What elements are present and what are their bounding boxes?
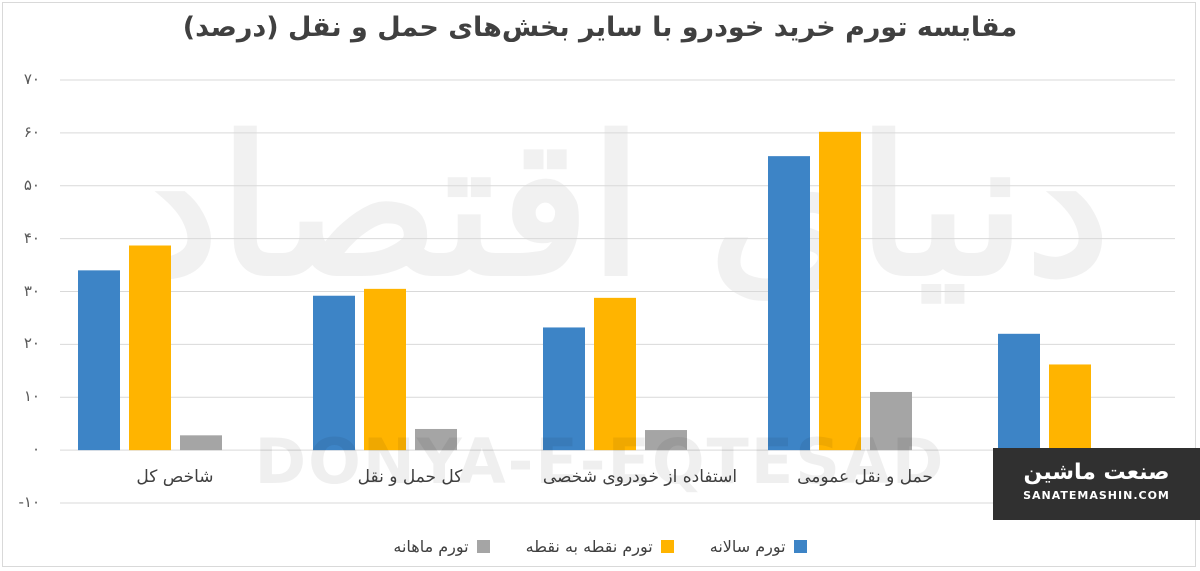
- x-category-label: شاخص کل: [136, 467, 214, 487]
- legend-label: تورم سالانه: [709, 537, 786, 556]
- y-tick-label: ۷۰: [23, 70, 40, 88]
- y-tick-label: ۳۰: [23, 281, 40, 300]
- x-category-label: حمل و نقل عمومی: [797, 467, 933, 487]
- bar-series-1-cat-1: [78, 270, 120, 451]
- bar-series-3-cat-2: [415, 428, 457, 451]
- chart-legend: تورم سالانه تورم نقطه به نقطه تورم ماهانه: [0, 537, 1200, 556]
- y-tick-label: -۱۰: [18, 493, 40, 511]
- watermark-persian: دنیای اقتصاد: [134, 95, 1110, 318]
- bar-series-2-cat-5: [1049, 364, 1091, 451]
- y-tick-label: ۶۰: [23, 122, 40, 141]
- brand-name: صنعت ماشین: [1023, 460, 1170, 485]
- watermark-latin: DONYA-E-EQTESAD: [254, 425, 946, 498]
- legend-swatch: [476, 540, 490, 553]
- bar-series-3-cat-3: [645, 430, 687, 451]
- y-tick-label: ۴۰: [23, 228, 40, 247]
- y-tick-label: ۰: [31, 440, 40, 459]
- x-category-label: استفاده از خودروی شخصی: [542, 467, 738, 487]
- legend-item: تورم نقطه به نقطه: [526, 537, 674, 556]
- bar-series-2-cat-3: [594, 297, 636, 451]
- bar-series-1-cat-4: [768, 156, 810, 451]
- bar-series-2-cat-1: [129, 245, 171, 451]
- bar-series-2-cat-4: [819, 131, 861, 451]
- legend-swatch: [793, 540, 807, 553]
- legend-item: تورم ماهانه: [393, 537, 490, 556]
- legend-item: تورم سالانه: [710, 537, 807, 556]
- bar-series-1-cat-5: [998, 333, 1040, 451]
- legend-swatch: [660, 540, 674, 553]
- bar-series-2-cat-2: [364, 288, 406, 451]
- brand-logo: صنعت ماشین SANATEMASHIN.COM: [993, 448, 1200, 520]
- legend-label: تورم نقطه به نقطه: [525, 537, 653, 556]
- legend-label: تورم ماهانه: [393, 537, 469, 556]
- chart-title: مقایسه تورم خرید خودرو با سایر بخش‌های ح…: [182, 12, 1018, 43]
- bar-series-1-cat-2: [313, 295, 355, 451]
- bar-series-1-cat-3: [543, 327, 585, 451]
- y-tick-label: ۱۰: [23, 387, 40, 406]
- x-category-label: کل حمل و نقل: [357, 467, 463, 487]
- brand-url: SANATEMASHIN.COM: [1023, 489, 1170, 502]
- y-tick-label: ۲۰: [23, 334, 40, 353]
- bar-series-3-cat-4: [870, 391, 912, 451]
- y-tick-label: ۵۰: [23, 175, 40, 194]
- bar-series-3-cat-1: [180, 435, 222, 451]
